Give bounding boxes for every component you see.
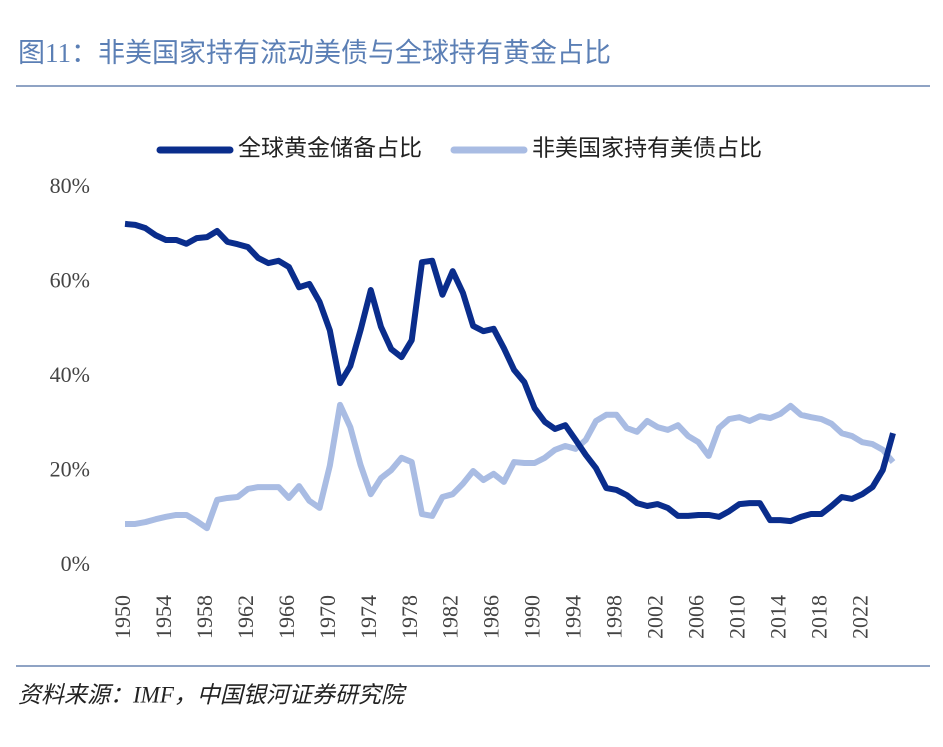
x-tick-label: 1994 (561, 595, 586, 639)
x-tick-label: 1966 (274, 595, 299, 639)
y-tick-label: 80% (50, 173, 90, 198)
x-tick-label: 1962 (233, 595, 258, 639)
y-tick-label: 0% (61, 551, 90, 576)
x-tick-label: 1978 (397, 595, 422, 639)
line-series (124, 220, 896, 525)
source-note: 资料来源：IMF，中国银河证券研究院 (18, 682, 407, 707)
x-tick-label: 1958 (192, 595, 217, 639)
x-tick-label: 2014 (765, 595, 790, 639)
x-tick-label: 2018 (806, 595, 831, 639)
x-tick-label: 1990 (520, 595, 545, 639)
x-tick-label: 1950 (110, 595, 135, 639)
legend-label: 全球黄金储备占比 (238, 135, 422, 160)
x-tick-label: 1974 (356, 595, 381, 639)
y-tick-label: 60% (50, 268, 90, 293)
x-tick-label: 2022 (847, 595, 872, 639)
x-tick-label: 1982 (438, 595, 463, 639)
line-series (125, 401, 896, 532)
x-tick-label: 2006 (683, 595, 708, 639)
y-tick-label: 20% (50, 457, 90, 482)
y-tick-label: 40% (50, 362, 90, 387)
chart-title: 图11：非美国家持有流动美债与全球持有黄金占比 (18, 38, 611, 68)
x-tick-label: 1986 (479, 595, 504, 639)
x-tick-label: 1998 (602, 595, 627, 639)
x-tick-label: 2010 (724, 595, 749, 639)
x-tick-label: 1970 (315, 595, 340, 639)
legend-label: 非美国家持有美债占比 (532, 135, 762, 160)
x-tick-label: 2002 (643, 595, 668, 639)
x-tick-label: 1954 (151, 595, 176, 639)
